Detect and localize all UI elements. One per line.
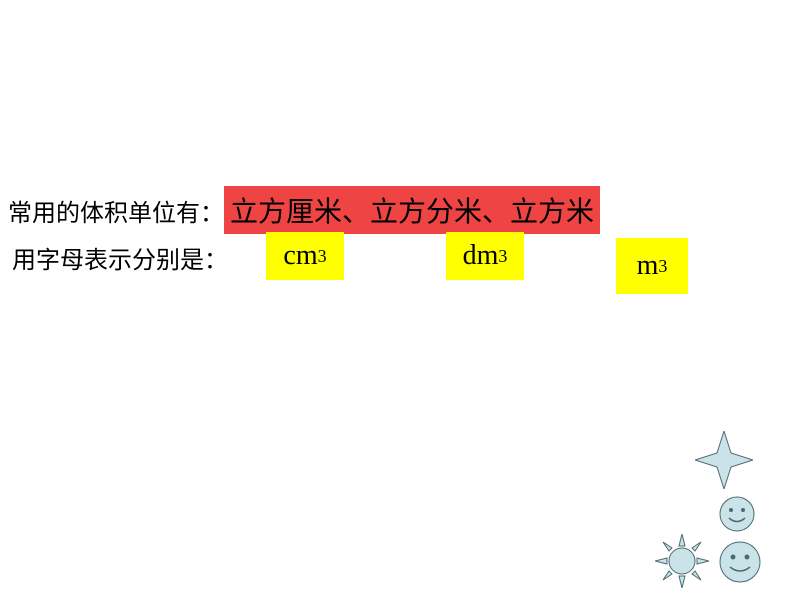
highlight-units: 立方厘米、立方分米、立方米 [224, 186, 600, 234]
sun-icon [655, 534, 709, 588]
unit-dm-exp: 3 [498, 246, 507, 267]
unit-cm-exp: 3 [318, 246, 327, 267]
unit-cm-base: cm [283, 240, 317, 272]
unit-cm-box: cm3 [266, 232, 344, 280]
star4-icon [695, 431, 753, 489]
unit-dm-base: dm [463, 240, 499, 272]
unit-dm-box: dm3 [446, 232, 524, 280]
smiley-icon [719, 541, 761, 583]
line2-container: 用字母表示分别是： [12, 238, 228, 275]
line1-container: 常用的体积单位有： 立方厘米、立方分米、立方米 [8, 186, 600, 234]
label-units: 常用的体积单位有： [8, 193, 224, 228]
unit-m-base: m [637, 250, 659, 282]
unit-m-exp: 3 [658, 256, 667, 277]
smiley-icon [719, 496, 755, 532]
label-letters: 用字母表示分别是： [12, 240, 228, 275]
unit-m-box: m3 [616, 238, 688, 294]
